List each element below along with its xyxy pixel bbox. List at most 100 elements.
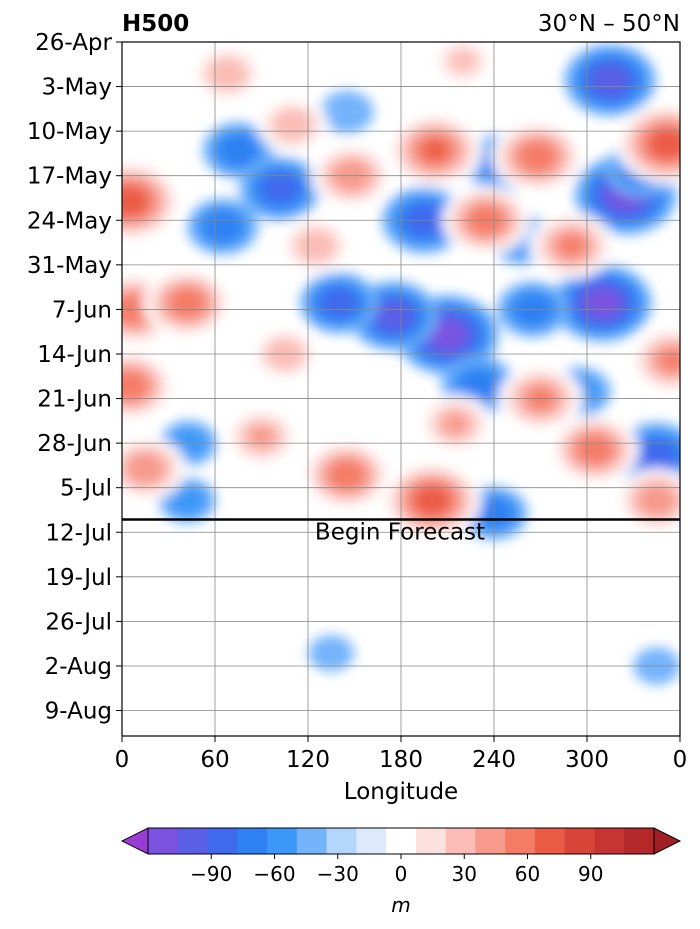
- anomaly-contour: [331, 99, 363, 125]
- anomaly-contour: [210, 216, 235, 237]
- anomaly-blob: [629, 326, 680, 394]
- anomaly-contour: [559, 235, 584, 256]
- anomaly-contour: [436, 325, 459, 345]
- anomaly-blob: [528, 212, 615, 280]
- anomaly-blob: [280, 217, 352, 274]
- x-tick-label: 180: [379, 747, 423, 773]
- anomaly-contour: [423, 140, 447, 160]
- y-tick-label: 12-Jul: [45, 520, 112, 546]
- y-tick-label: 14-Jun: [37, 342, 112, 368]
- anomaly-contour: [449, 49, 477, 73]
- anomaly-contour: [511, 597, 539, 621]
- anomaly-contour: [645, 490, 669, 511]
- colorbar-tick-label: −60: [253, 862, 295, 886]
- plot-area: [122, 42, 680, 736]
- colorbar-tick-label: 90: [578, 862, 603, 886]
- anomaly-contour: [133, 458, 157, 479]
- colorbar-segment: [207, 828, 238, 854]
- anomaly-blob: [417, 394, 493, 454]
- anomaly-contour: [645, 445, 669, 466]
- colorbar-tick-label: 0: [395, 862, 408, 886]
- anomaly-blob: [184, 628, 231, 666]
- anomaly-blob: [142, 268, 232, 338]
- x-tick-label: 0: [673, 747, 688, 773]
- colorbar-segment: [564, 828, 595, 854]
- colorbar-segment: [177, 828, 209, 854]
- colorbar-segment: [534, 828, 566, 854]
- x-tick-label: 60: [200, 747, 229, 773]
- anomaly-blob: [430, 42, 496, 87]
- anomaly-field: [122, 42, 680, 685]
- anomaly-contour: [356, 584, 384, 608]
- colorbar-segment: [594, 828, 625, 854]
- forecast-label: Begin Forecast: [315, 520, 485, 546]
- y-tick-label: 2-Aug: [45, 654, 112, 680]
- colorbar-segment: [326, 828, 357, 854]
- anomaly-contour: [660, 350, 680, 371]
- anomaly-contour: [122, 192, 141, 211]
- anomaly-blob: [302, 440, 392, 510]
- anomaly-contour: [303, 235, 328, 256]
- anomaly-blob: [552, 264, 653, 342]
- colorbar-extend-high: [653, 827, 682, 855]
- anomaly-contour: [193, 635, 221, 659]
- y-tick-label: 26-Jul: [45, 609, 112, 635]
- anomaly-blob: [610, 564, 657, 603]
- anomaly-contour: [421, 491, 443, 510]
- anomaly-contour: [215, 63, 240, 84]
- anomaly-blob: [122, 161, 182, 242]
- anomaly-blob: [550, 414, 640, 485]
- x-axis: 0 60 120 180 240 300 0: [115, 736, 688, 773]
- y-tick-label: 31-May: [27, 253, 112, 279]
- anomaly-contour: [249, 426, 274, 448]
- anomaly-blob: [497, 365, 584, 433]
- anomaly-contour: [226, 140, 251, 161]
- y-tick-label: 9-Aug: [45, 699, 112, 725]
- anomaly-blob: [122, 351, 175, 421]
- anomaly-blob: [387, 112, 484, 188]
- anomaly-blob: [319, 90, 374, 134]
- y-tick-label: 28-Jun: [37, 431, 112, 457]
- anomaly-blob: [299, 272, 379, 334]
- anomaly-blob: [308, 634, 355, 672]
- colorbar: −90 −60 −30 0 30 60 90: [120, 827, 682, 886]
- colorbar-segment: [445, 828, 476, 854]
- anomaly-contour: [599, 70, 622, 90]
- chart-subtitle: 30°N – 50°N: [538, 11, 680, 37]
- anomaly-blob: [348, 280, 438, 351]
- y-tick-label: 7-Jun: [52, 297, 112, 323]
- y-tick-label: 5-Jul: [60, 476, 112, 502]
- x-tick-label: 240: [472, 747, 516, 773]
- anomaly-blob: [501, 589, 549, 628]
- anomaly-contour: [382, 306, 404, 325]
- anomaly-contour: [317, 642, 345, 665]
- anomaly-contour: [122, 376, 141, 395]
- anomaly-blob: [224, 407, 299, 467]
- anomaly-contour: [280, 114, 305, 135]
- anomaly-blob: [256, 96, 329, 153]
- anomaly-blob: [346, 577, 394, 615]
- anomaly-contour: [268, 178, 292, 199]
- colorbar-tick-label: 60: [515, 862, 540, 886]
- y-tick-label: 24-May: [27, 208, 112, 234]
- colorbar-segment: [267, 828, 298, 854]
- anomaly-contour: [327, 293, 351, 313]
- x-tick-label: 300: [565, 747, 609, 773]
- anomaly-blob: [191, 45, 264, 102]
- colorbar-segment: [475, 828, 506, 854]
- anomaly-contour: [526, 147, 549, 166]
- colorbar-segment: [505, 828, 536, 854]
- y-axis: 26-Apr 3-May 10-May 17-May 24-May 31-May 7-Jun…: [27, 30, 122, 725]
- anomaly-blob: [239, 156, 322, 221]
- y-tick-label: 21-Jun: [37, 387, 112, 413]
- anomaly-blob: [491, 120, 584, 193]
- anomaly-blob: [122, 436, 187, 501]
- anomaly-blob: [187, 198, 259, 255]
- colorbar-extend-low: [120, 827, 149, 855]
- colorbar-segment: [148, 828, 179, 854]
- colorbar-label: m: [391, 893, 410, 917]
- colorbar-segment: [415, 828, 447, 854]
- colorbar-tick-label: 30: [452, 862, 477, 886]
- colorbar-segment: [237, 828, 268, 854]
